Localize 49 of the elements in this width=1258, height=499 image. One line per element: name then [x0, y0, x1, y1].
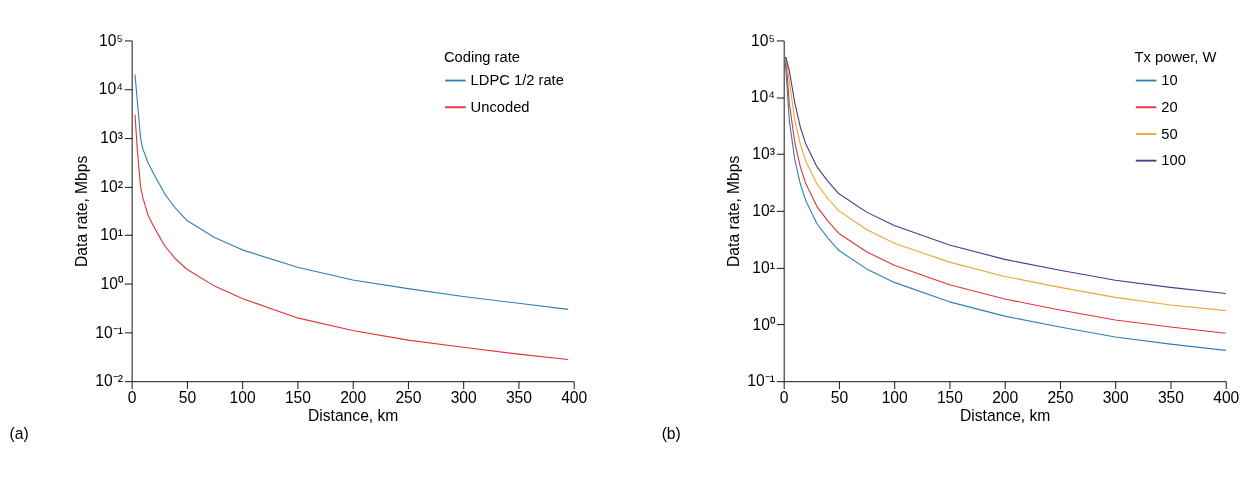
legend-label: 10: [1161, 72, 1178, 89]
y-tick-label: 10³: [752, 145, 775, 163]
y-tick-label: 10²: [752, 201, 775, 219]
y-tick-label: 10¹: [100, 226, 123, 244]
x-tick-label: 300: [450, 388, 478, 406]
x-tick-label: 350: [505, 388, 533, 406]
legend-label: Uncoded: [470, 98, 530, 115]
x-axis-title: Distance, km: [960, 407, 1051, 425]
x-tick-label: 50: [178, 388, 197, 406]
x-tick-label: 250: [395, 388, 422, 406]
y-tick-label: 10⁻¹: [95, 323, 123, 341]
x-tick-label: 400: [1213, 388, 1240, 406]
x-tick-label: 150: [936, 388, 964, 406]
y-axis-title: Data rate, Mbps: [73, 155, 91, 267]
line-series: [134, 73, 569, 310]
y-tick-label: 10³: [100, 128, 123, 146]
x-tick-label: 100: [229, 388, 257, 406]
x-tick-label: 100: [881, 388, 909, 406]
x-tick-label: 250: [1047, 388, 1074, 406]
text: (b): [661, 425, 681, 443]
legend-label: 50: [1161, 125, 1178, 142]
y-tick-label: 10²: [100, 177, 123, 195]
y-tick-label: 10⁵: [99, 31, 123, 49]
legend-title: Coding rate: [443, 48, 520, 65]
x-tick-label: 400: [561, 388, 588, 406]
line-series: [134, 114, 569, 361]
y-axis-title: Data rate, Mbps: [725, 155, 743, 267]
x-tick-label: 0: [779, 388, 789, 406]
y-tick-label: 10⁴: [750, 88, 775, 106]
x-tick-label: 300: [1102, 388, 1130, 406]
x-tick-label: 200: [340, 388, 367, 406]
x-axis-title: Distance, km: [307, 407, 399, 425]
legend-label: LDPC 1/2 rate: [470, 72, 564, 89]
x-tick-label: 200: [992, 388, 1019, 406]
y-tick-label: 10⁰: [100, 274, 124, 292]
x-tick-label: 150: [284, 388, 312, 406]
legend-title: Tx power, W: [1134, 48, 1217, 65]
text: (a): [9, 425, 29, 443]
x-tick-label: 0: [127, 388, 137, 406]
y-tick-label: 10⁴: [98, 80, 123, 98]
legend-label: 100: [1161, 152, 1186, 169]
y-tick-label: 10¹: [752, 258, 775, 276]
y-tick-label: 10⁻¹: [747, 372, 775, 390]
y-tick-label: 10⁰: [752, 315, 776, 333]
x-tick-label: 50: [830, 388, 849, 406]
y-tick-label: 10⁻²: [95, 372, 123, 390]
y-tick-label: 10⁵: [751, 31, 775, 49]
x-tick-label: 350: [1157, 388, 1185, 406]
legend-label: 20: [1161, 98, 1178, 115]
